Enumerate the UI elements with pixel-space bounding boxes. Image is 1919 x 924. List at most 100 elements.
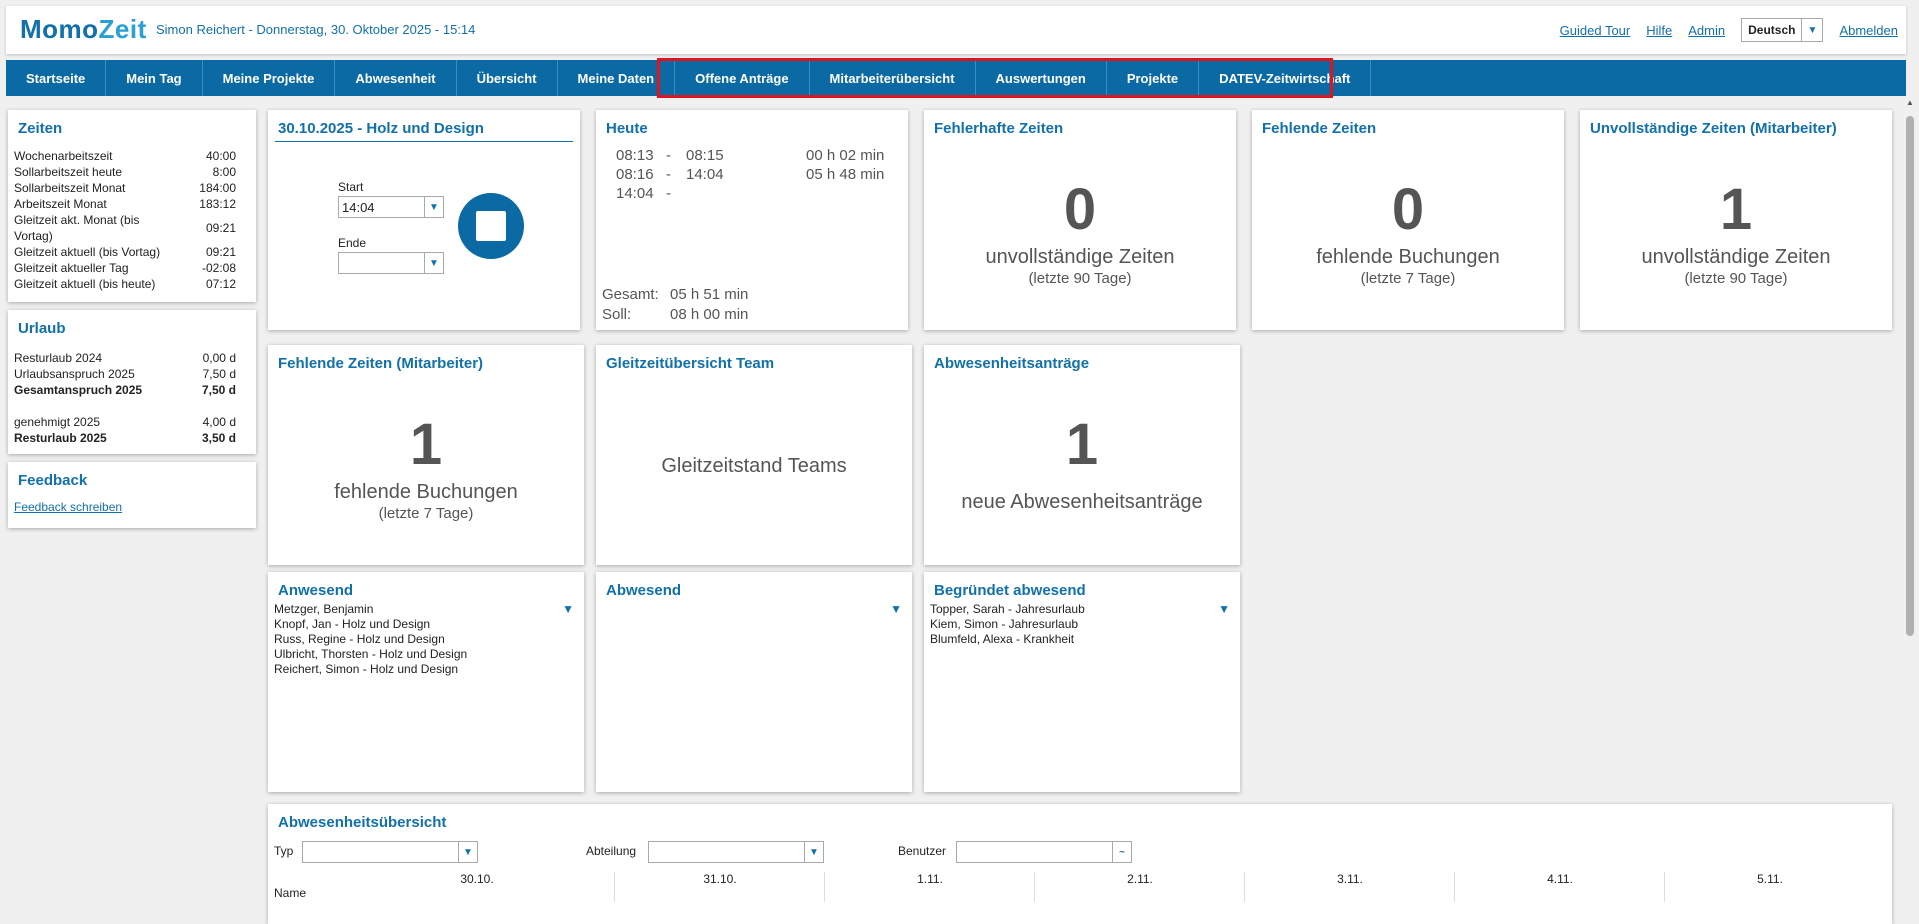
list-item: Knopf, Jan - Holz und Design xyxy=(274,617,431,631)
day-header: 5.11. xyxy=(1664,872,1875,902)
stop-button[interactable] xyxy=(458,193,524,259)
nav-startseite[interactable]: Startseite xyxy=(6,60,107,96)
heute-card: Heute 08:13-08:15 00 h 02 min 08:16-14:04… xyxy=(596,110,908,330)
chevron-down-icon: ~ xyxy=(1112,842,1131,862)
time-entry: 14:04- xyxy=(616,185,671,202)
count: 1 xyxy=(409,412,443,477)
fehlerhafte-zeiten-card[interactable]: Fehlerhafte Zeiten 0 unvollständige Zeit… xyxy=(924,110,1236,330)
filter-icon[interactable]: ▼ xyxy=(1218,602,1230,616)
nav-datev[interactable]: DATEV-Zeitwirtschaft xyxy=(1199,60,1372,96)
time-entry: 08:16-14:04 05 h 48 min xyxy=(616,166,885,183)
list-item: Kiem, Simon - Jahresurlaub xyxy=(930,617,1079,631)
abwesend-card: Abwesend ▼ xyxy=(596,572,912,792)
chevron-down-icon: ▼ xyxy=(424,197,443,217)
divider xyxy=(275,141,573,142)
zeiten-row: Sollarbeitszeit Monat 184:00 xyxy=(14,181,236,195)
main-nav: Startseite Mein Tag Meine Projekte Abwes… xyxy=(6,60,1906,96)
time-entry: 08:13-08:15 00 h 02 min xyxy=(616,147,885,164)
fehlende-zeiten-mitarbeiter-card[interactable]: Fehlende Zeiten (Mitarbeiter) 1 fehlende… xyxy=(268,345,584,565)
time-entries: 08:13-08:15 00 h 02 min 08:16-14:04 05 h 4… xyxy=(616,146,906,203)
count-sub: (letzte 90 Tage) xyxy=(1684,270,1788,287)
count: 0 xyxy=(1063,177,1097,242)
nav-mitarbeiteruebersicht[interactable]: Mitarbeiterübersicht xyxy=(810,60,976,96)
begruendet-abwesend-card: Begründet abwesend ▼ Topper, Sarah - Jah… xyxy=(924,572,1240,792)
start-time-select[interactable]: 14:04 ▼ xyxy=(338,196,444,218)
nav-offene-antraege[interactable]: Offene Anträge xyxy=(675,60,810,96)
widget-title: Abwesenheitsübersicht xyxy=(278,814,447,831)
widget-title: Unvollständige Zeiten (Mitarbeiter) xyxy=(1590,120,1837,137)
heute-title: Heute xyxy=(606,120,648,137)
scrollbar-thumb[interactable] xyxy=(1906,116,1914,636)
urlaub-row: Urlaubsanspruch 2025 7,50 d xyxy=(14,367,236,381)
widget-title: Abwesend xyxy=(606,582,682,599)
nav-abwesenheit[interactable]: Abwesenheit xyxy=(335,60,457,96)
feedback-card: Feedback Feedback schreiben xyxy=(8,462,256,528)
end-time-select[interactable]: ▼ xyxy=(338,252,444,274)
admin-link[interactable]: Admin xyxy=(1688,22,1726,38)
nav-meine-projekte[interactable]: Meine Projekte xyxy=(203,60,336,96)
typ-label: Typ xyxy=(274,844,294,858)
day-header: 30.10. xyxy=(460,872,494,886)
widget-text: Gleitzeitstand Teams xyxy=(661,455,847,477)
list-item: Russ, Regine - Holz und Design xyxy=(274,632,445,646)
widget-title: Fehlerhafte Zeiten xyxy=(934,120,1064,137)
day-header: 1.11. xyxy=(824,872,1035,902)
feedback-link[interactable]: Feedback schreiben xyxy=(14,500,123,514)
stamp-title: 30.10.2025 - Holz und Design xyxy=(278,120,484,137)
feedback-title: Feedback xyxy=(18,472,88,489)
start-label: Start xyxy=(338,180,364,194)
gleitzeit-team-card[interactable]: Gleitzeitübersicht Team Gleitzeitstand T… xyxy=(596,345,912,565)
app-logo[interactable]: MomoZeit xyxy=(20,14,147,44)
zeiten-card: Zeiten Wochenarbeitszeit 40:00 Sollarbeit… xyxy=(8,110,256,302)
typ-select[interactable]: ▼ xyxy=(302,841,478,863)
language-select[interactable]: Deutsch ▼ xyxy=(1741,18,1824,42)
widget-title: Abwesenheitsanträge xyxy=(934,355,1090,372)
list-item: Topper, Sarah - Jahresurlaub xyxy=(930,602,1085,616)
nav-mein-tag[interactable]: Mein Tag xyxy=(106,60,203,96)
nav-uebersicht[interactable]: Übersicht xyxy=(457,60,558,96)
zeiten-row: Gleitzeit aktuell (bis heute) 07:12 xyxy=(14,277,236,291)
count-label: unvollständige Zeiten xyxy=(985,246,1175,268)
guided-tour-link[interactable]: Guided Tour xyxy=(1559,22,1631,38)
benutzer-label: Benutzer xyxy=(898,844,947,858)
zeiten-row: Gleitzeit aktueller Tag -02:08 xyxy=(14,261,236,275)
benutzer-select[interactable]: ~ xyxy=(956,841,1132,863)
help-link[interactable]: Hilfe xyxy=(1646,22,1673,38)
widget-title: Fehlende Zeiten xyxy=(1262,120,1377,137)
nav-projekte[interactable]: Projekte xyxy=(1107,60,1200,96)
totals: Gesamt: 05 h 51 min Soll: 08 h 00 min xyxy=(602,286,749,323)
list-item: Blumfeld, Alexa - Krankheit xyxy=(930,632,1075,646)
zeiten-row: Arbeitszeit Monat 183:12 xyxy=(14,197,236,211)
scroll-up-icon[interactable]: ▲ xyxy=(1906,98,1914,107)
list-item: Metzger, Benjamin xyxy=(274,602,374,616)
abwesenheitsuebersicht-card: Abwesenheitsübersicht Typ ▼ Abteilung ▼ … xyxy=(268,804,1892,924)
user-info: Simon Reichert - Donnerstag, 30. Oktober… xyxy=(156,22,476,37)
list-item: Ulbricht, Thorsten - Holz und Design xyxy=(274,647,468,661)
day-header: 31.10. xyxy=(614,872,825,902)
unvollstaendige-zeiten-card[interactable]: Unvollständige Zeiten (Mitarbeiter) 1 un… xyxy=(1580,110,1892,330)
page-scrollbar[interactable]: ▲ xyxy=(1905,98,1915,916)
widget-title: Anwesend xyxy=(278,582,354,599)
filter-icon[interactable]: ▼ xyxy=(890,602,902,616)
count-label: fehlende Buchungen xyxy=(1316,246,1500,268)
urlaub-card: Urlaub Resturlaub 2024 0,00 d Urlaubsansp… xyxy=(8,310,256,454)
stop-icon xyxy=(476,211,506,241)
anwesend-card: Anwesend ▼ Metzger, Benjamin Knopf, Jan … xyxy=(268,572,584,792)
abwesenheitsantraege-card[interactable]: Abwesenheitsanträge 1 neue Abwesenheitsa… xyxy=(924,345,1240,565)
abteilung-select[interactable]: ▼ xyxy=(648,841,824,863)
zeiten-row: Gleitzeit aktuell (bis Vortag) 09:21 xyxy=(14,245,236,259)
chevron-down-icon: ▼ xyxy=(1801,19,1822,41)
filter-icon[interactable]: ▼ xyxy=(562,602,574,616)
nav-meine-daten[interactable]: Meine Daten xyxy=(558,60,676,96)
count-sub: (letzte 7 Tage) xyxy=(1360,270,1456,287)
urlaub-row: Gesamtanspruch 2025 7,50 d xyxy=(14,383,236,397)
count-label: neue Abwesenheitsanträge xyxy=(961,491,1203,513)
fehlende-zeiten-card[interactable]: Fehlende Zeiten 0 fehlende Buchungen (le… xyxy=(1252,110,1564,330)
logout-link[interactable]: Abmelden xyxy=(1839,22,1898,38)
widget-title: Fehlende Zeiten (Mitarbeiter) xyxy=(278,355,484,372)
count: 1 xyxy=(1065,412,1099,477)
name-header: Name xyxy=(274,886,307,900)
urlaub-row: genehmigt 2025 4,00 d xyxy=(14,415,236,429)
count-label: unvollständige Zeiten xyxy=(1641,246,1831,268)
nav-auswertungen[interactable]: Auswertungen xyxy=(976,60,1107,96)
